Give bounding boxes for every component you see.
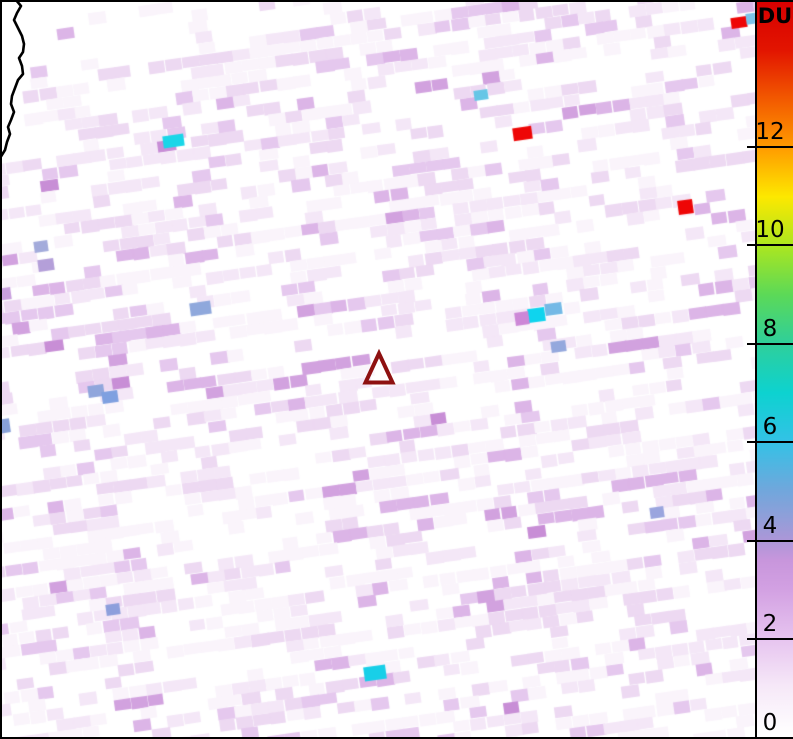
colorbar-gradient [757,2,793,737]
colorbar: DU [755,0,793,739]
colorbar-unit-label: DU [757,4,793,28]
map-frame-top [0,0,793,2]
map-frame-bottom [0,737,793,739]
map-frame-left [0,0,2,739]
